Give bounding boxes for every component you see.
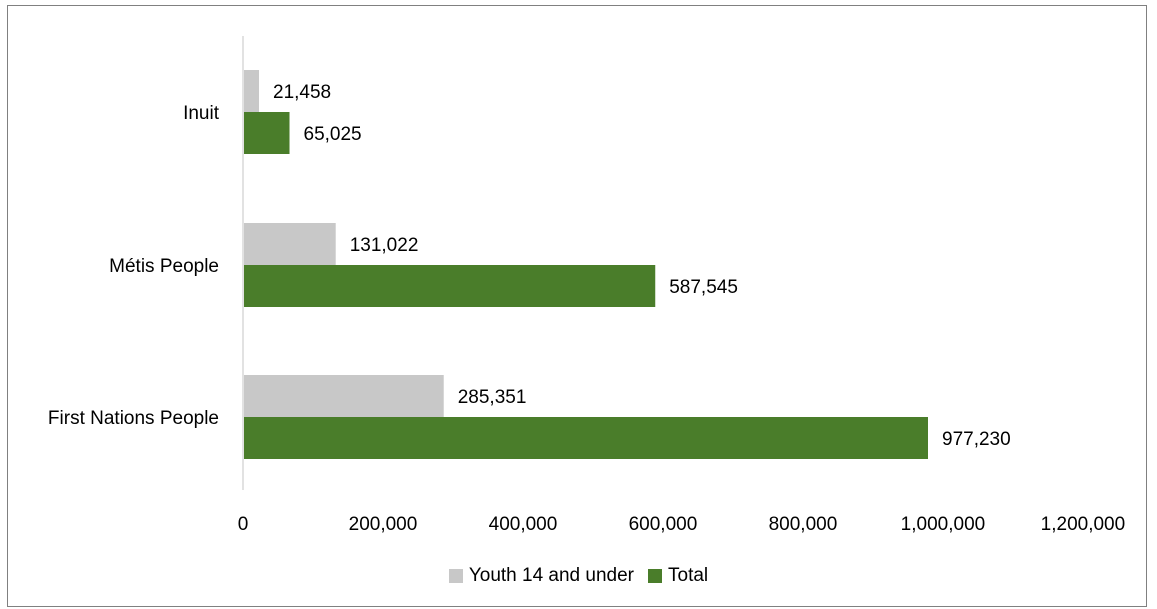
category-label-first-nations-people: First Nations People: [48, 408, 219, 429]
legend: Youth 14 and under Total: [0, 565, 1157, 587]
x-tick-label: 1,200,000: [1041, 514, 1126, 535]
bar-m-tis-people-total: [244, 265, 656, 307]
data-label-first-nations-people-total: 977,230: [942, 429, 1011, 450]
x-tick-label: 1,000,000: [901, 514, 986, 535]
bar-m-tis-people-youth: [244, 223, 336, 265]
bar-inuit-youth: [244, 70, 260, 112]
x-tick-label: 400,000: [489, 514, 558, 535]
x-tick-label: 800,000: [769, 514, 838, 535]
legend-item-youth: Youth 14 and under: [448, 565, 635, 587]
bar-first-nations-people-youth: [244, 375, 444, 417]
legend-label-youth: Youth 14 and under: [468, 565, 635, 586]
legend-item-total: Total: [648, 565, 708, 587]
category-label-m-tis-people: Métis People: [109, 256, 219, 277]
x-tick-label: 600,000: [629, 514, 698, 535]
category-label-inuit: Inuit: [183, 103, 220, 124]
bar-first-nations-people-total: [244, 417, 928, 459]
legend-label-total: Total: [668, 565, 709, 586]
data-label-first-nations-people-youth: 285,351: [458, 387, 527, 408]
bar-inuit-total: [244, 112, 290, 154]
data-label-inuit-total: 65,025: [304, 124, 362, 145]
data-label-m-tis-people-youth: 131,022: [350, 235, 419, 256]
legend-swatch-youth: [448, 569, 463, 583]
x-tick-label: 0: [238, 514, 249, 535]
x-tick-label: 200,000: [349, 514, 418, 535]
legend-swatch-total: [648, 569, 663, 583]
data-label-m-tis-people-total: 587,545: [669, 277, 738, 298]
data-label-inuit-youth: 21,458: [273, 82, 331, 103]
